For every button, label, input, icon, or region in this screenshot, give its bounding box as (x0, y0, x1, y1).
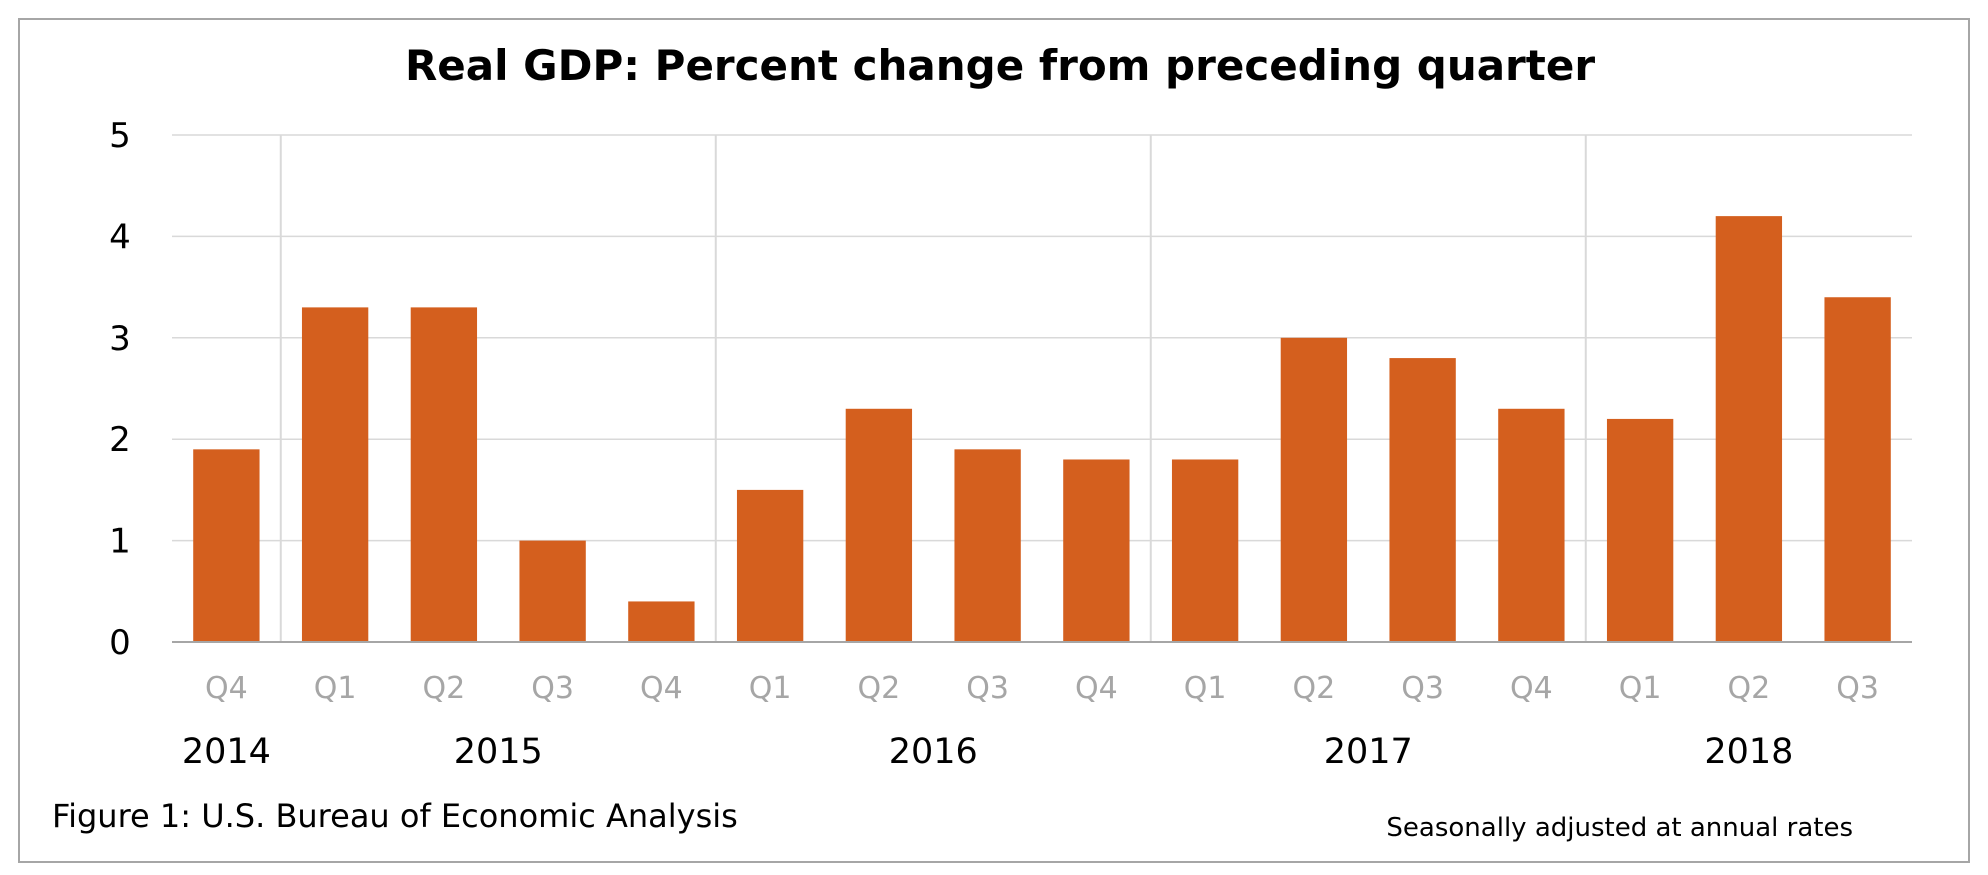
y-tick-labels: 0 1 2 3 4 5 (109, 116, 131, 663)
bar (1824, 297, 1891, 642)
year-label: 2015 (454, 732, 543, 772)
quarter-tick-label: Q2 (1728, 671, 1771, 706)
quarter-tick-labels: Q4 Q1 Q2 Q3 Q4 Q1 Q2 Q3 Q4 Q1 Q2 Q3 Q4 Q1 Q2 Q3 (205, 671, 1879, 706)
bar (301, 307, 369, 642)
year-label: 2016 (889, 732, 978, 772)
bar (1063, 459, 1130, 642)
quarter-tick-label: Q3 (1836, 671, 1879, 706)
bar (1606, 418, 1674, 642)
bar (410, 307, 478, 642)
bar (845, 408, 913, 642)
quarter-tick-label: Q2 (423, 671, 466, 706)
quarter-tick-label: Q2 (858, 671, 901, 706)
quarter-tick-label: Q3 (531, 671, 574, 706)
bar (954, 449, 1021, 642)
y-tick-label: 5 (109, 116, 131, 156)
bar (1498, 408, 1565, 642)
rate-note: Seasonally adjusted at annual rates (1386, 813, 1853, 843)
bar (1280, 337, 1348, 642)
year-label: 2014 (182, 732, 271, 772)
bar (736, 489, 804, 642)
bar (1389, 358, 1456, 642)
quarter-tick-label: Q3 (1401, 671, 1444, 706)
figure-caption: Figure 1: U.S. Bureau of Economic Analys… (52, 797, 738, 835)
bar (628, 601, 695, 642)
year-separators (279, 135, 1587, 642)
year-label: 2018 (1704, 732, 1793, 772)
bars (193, 216, 1891, 642)
quarter-tick-label: Q4 (1075, 671, 1118, 706)
y-tick-label: 3 (109, 319, 131, 359)
y-tick-label: 1 (109, 522, 131, 562)
quarter-tick-label: Q4 (1510, 671, 1553, 706)
quarter-tick-label: Q1 (1184, 671, 1227, 706)
quarter-tick-label: Q4 (205, 671, 248, 706)
quarter-tick-label: Q4 (640, 671, 683, 706)
chart-title: Real GDP: Percent change from preceding … (405, 41, 1595, 90)
quarter-tick-label: Q3 (966, 671, 1009, 706)
bar (1715, 216, 1783, 642)
year-labels: 2014 2015 2016 2017 2018 (182, 732, 1794, 772)
bar (1171, 459, 1239, 642)
y-tick-label: 0 (109, 623, 131, 663)
bar (193, 449, 260, 642)
year-label: 2017 (1324, 732, 1413, 772)
quarter-tick-label: Q1 (1619, 671, 1662, 706)
y-tick-label: 2 (109, 420, 131, 460)
y-tick-label: 4 (109, 217, 131, 257)
quarter-tick-label: Q2 (1293, 671, 1336, 706)
quarter-tick-label: Q1 (749, 671, 792, 706)
quarter-tick-label: Q1 (314, 671, 357, 706)
bar (519, 540, 586, 642)
